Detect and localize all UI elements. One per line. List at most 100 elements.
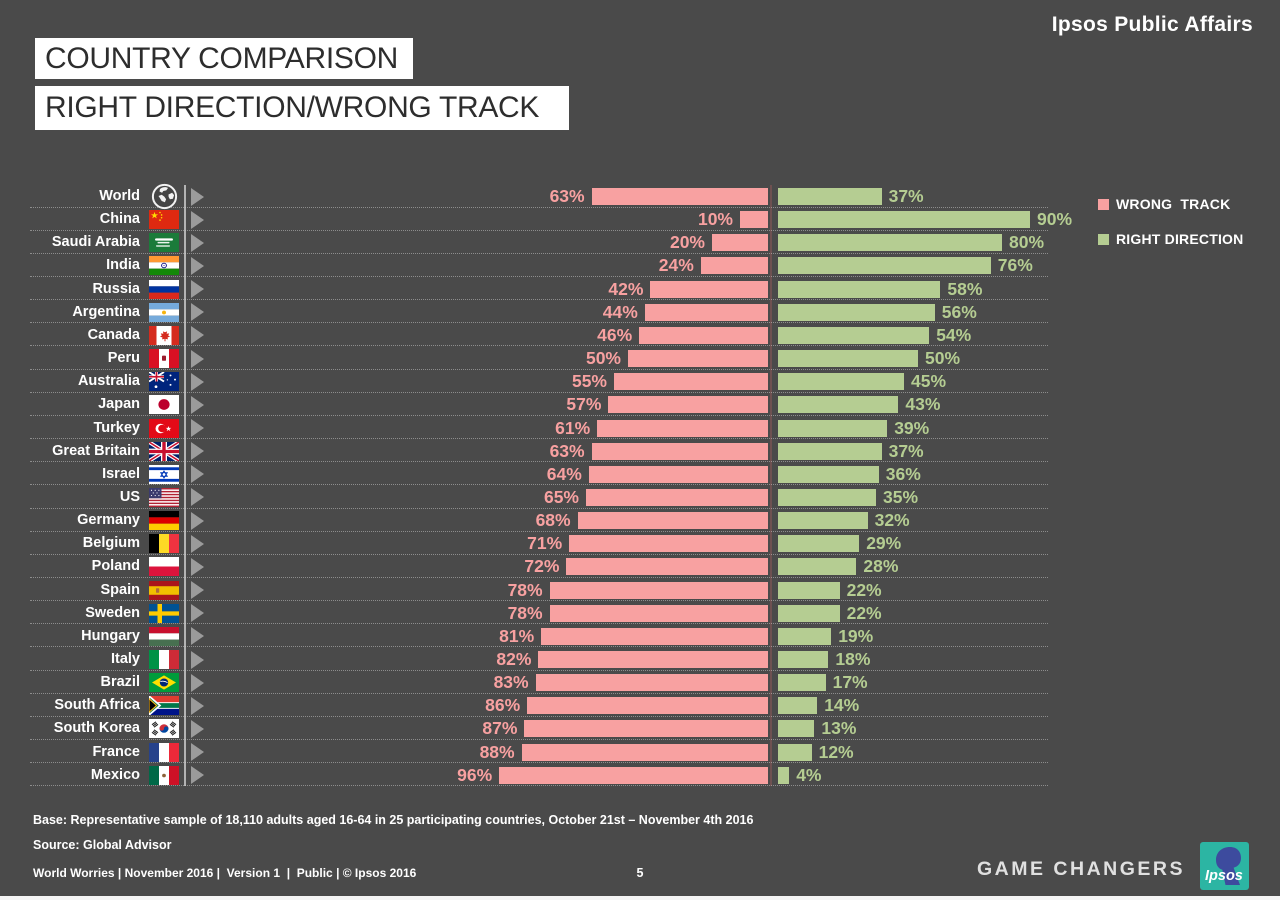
right-direction-value-label: 45% xyxy=(911,371,947,392)
right-direction-bar xyxy=(778,604,840,622)
wrong-track-bar xyxy=(639,326,768,344)
wrong-track-value-label: 57% xyxy=(566,394,602,415)
row-gridline xyxy=(30,739,1048,741)
tr-flag-icon xyxy=(149,418,179,438)
right-direction-value-label: 28% xyxy=(863,556,899,577)
country-label: Turkey xyxy=(93,419,140,436)
be-flag-icon xyxy=(149,534,179,554)
right-direction-bar xyxy=(778,488,876,506)
country-label: Germany xyxy=(77,512,140,529)
row-gridline xyxy=(30,229,1048,231)
wrong-track-bar xyxy=(549,581,768,599)
wrong-track-value-label: 24% xyxy=(658,255,694,276)
wrong-track-bar xyxy=(527,697,768,715)
right-direction-value-label: 29% xyxy=(866,533,902,554)
row-arrow-icon xyxy=(191,581,204,600)
wrong-track-value-label: 20% xyxy=(669,232,705,253)
wrong-track-bar xyxy=(628,350,768,368)
right-direction-value-label: 90% xyxy=(1037,209,1073,230)
row-arrow-icon xyxy=(191,442,204,461)
chart-row-mexico: Mexico 96% 4% xyxy=(0,764,1280,787)
wrong-track-bar xyxy=(588,465,768,483)
center-axis-line xyxy=(770,185,772,786)
row-arrow-icon xyxy=(191,465,204,484)
row-arrow-icon xyxy=(191,256,204,275)
country-label: Hungary xyxy=(81,627,140,644)
country-label: China xyxy=(99,211,140,228)
wrong-track-value-label: 65% xyxy=(543,486,579,507)
right-direction-value-label: 80% xyxy=(1009,232,1045,253)
row-gridline xyxy=(30,368,1048,370)
wrong-track-bar xyxy=(549,604,768,622)
country-label: Argentina xyxy=(72,303,140,320)
br-flag-icon xyxy=(149,673,179,693)
wrong-track-value-label: 82% xyxy=(496,649,532,669)
country-label: World xyxy=(99,188,140,204)
right-direction-bar xyxy=(778,326,930,344)
row-arrow-icon xyxy=(191,280,204,299)
wrong-track-value-label: 10% xyxy=(697,209,733,230)
wrong-track-value-label: 68% xyxy=(535,510,571,531)
ar-flag-icon xyxy=(149,302,179,322)
wrong-track-bar xyxy=(591,188,768,205)
right-direction-bar xyxy=(778,303,935,321)
row-arrow-icon xyxy=(191,627,204,646)
wrong-track-bar xyxy=(524,720,768,738)
us-flag-icon xyxy=(149,487,179,507)
right-direction-bar xyxy=(778,651,829,668)
page-title-line2: RIGHT DIRECTION/WRONG TRACK xyxy=(35,86,569,130)
country-label: Brazil xyxy=(100,674,141,691)
wrong-track-bar xyxy=(608,396,768,414)
country-label: Peru xyxy=(107,350,140,367)
wrong-track-bar xyxy=(499,766,768,784)
row-gridline xyxy=(30,322,1048,324)
right-direction-swatch-icon xyxy=(1098,233,1109,245)
row-gridline xyxy=(30,484,1048,486)
right-direction-value-label: 35% xyxy=(883,486,919,507)
ipsos-logo-icon: Ipsos xyxy=(1200,842,1249,890)
right-direction-bar xyxy=(778,257,991,275)
country-label: Canada xyxy=(87,326,140,343)
wrong-track-value-label: 78% xyxy=(507,602,543,623)
right-direction-bar xyxy=(778,465,879,483)
wrong-track-bar xyxy=(541,627,768,645)
tagline: GAME CHANGERS xyxy=(976,858,1185,880)
legend-item-wrong-track: WRONG TRACK xyxy=(1098,196,1243,212)
row-gridline xyxy=(30,276,1048,278)
page-number: 5 xyxy=(636,866,644,880)
chart-row-belgium: Belgium 71% 29% xyxy=(0,532,1280,555)
right-direction-value-label: 13% xyxy=(821,718,857,739)
wrong-track-value-label: 44% xyxy=(602,301,638,322)
page-title-line1: COUNTRY COMPARISON xyxy=(35,38,413,79)
right-direction-bar xyxy=(778,766,790,784)
fr-flag-icon xyxy=(149,742,179,762)
wrong-track-bar xyxy=(521,743,768,761)
country-label: Saudi Arabia xyxy=(51,234,140,251)
row-gridline xyxy=(30,762,1048,764)
right-direction-bar xyxy=(778,720,815,738)
chart-row-hungary: Hungary 81% 19% xyxy=(0,625,1280,648)
right-direction-value-label: 76% xyxy=(997,255,1033,276)
se-flag-icon xyxy=(149,603,179,623)
legend-item-right-direction: RIGHT DIRECTION xyxy=(1098,231,1244,247)
wrong-track-bar xyxy=(614,373,768,391)
gb-flag-icon xyxy=(149,441,179,461)
chart-row-peru: Peru 50% 50% xyxy=(0,347,1280,370)
il-flag-icon xyxy=(149,464,179,484)
wrong-track-bar xyxy=(535,674,768,692)
right-direction-bar xyxy=(778,211,1030,229)
wrong-track-bar xyxy=(538,651,768,668)
row-arrow-icon xyxy=(191,766,204,785)
right-direction-bar xyxy=(778,350,918,368)
chart-row-canada: Canada 46% 54% xyxy=(0,324,1280,347)
row-gridline xyxy=(30,669,1048,671)
chart-row-russia: Russia 42% 58% xyxy=(0,278,1280,301)
right-direction-bar xyxy=(778,535,860,553)
wrong-track-bar xyxy=(644,303,768,321)
wrong-track-value-label: 96% xyxy=(457,764,493,785)
row-arrow-icon xyxy=(191,650,204,669)
cn-flag-icon xyxy=(149,210,179,230)
legend-label-right-direction: RIGHT DIRECTION xyxy=(1116,231,1244,247)
right-direction-value-label: 43% xyxy=(905,394,941,415)
row-arrow-icon xyxy=(191,303,204,322)
